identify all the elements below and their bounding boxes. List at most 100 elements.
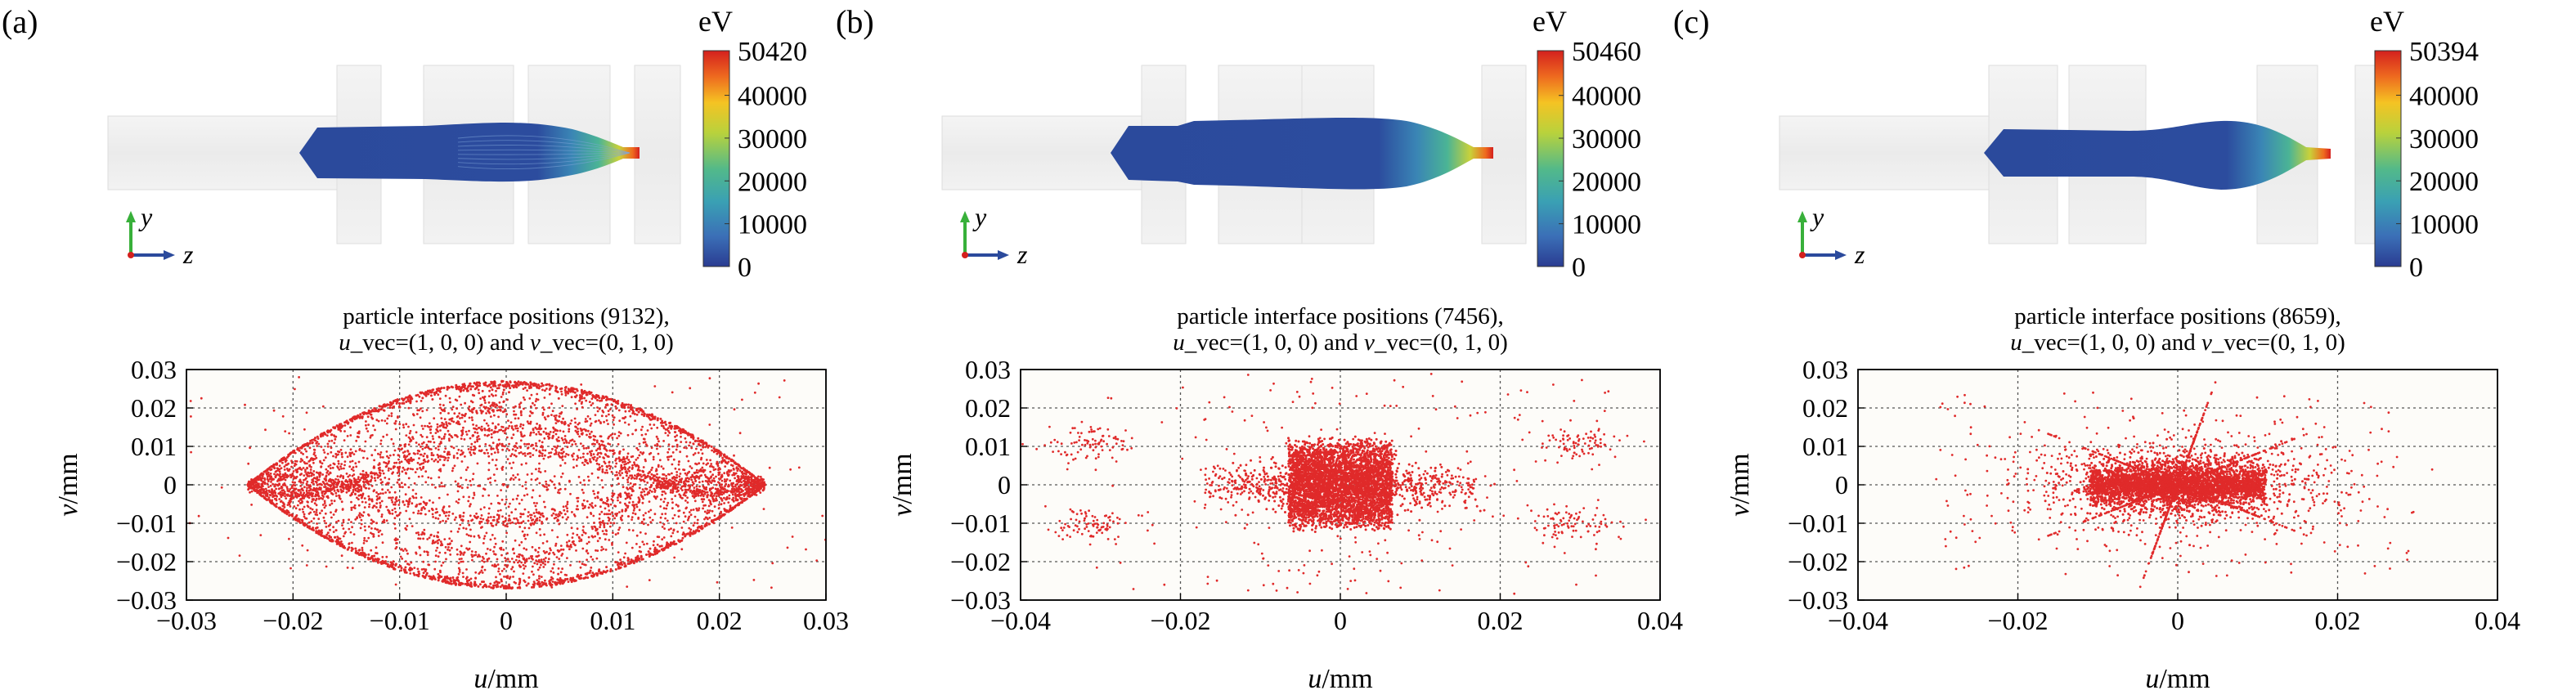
particle-point xyxy=(591,575,595,578)
particle-point xyxy=(519,383,523,385)
particle-point xyxy=(635,477,638,480)
particle-point xyxy=(408,452,411,455)
particle-point xyxy=(545,540,549,543)
particle-point xyxy=(416,409,420,412)
particle-point xyxy=(400,482,403,485)
particle-point xyxy=(640,556,643,558)
particle-point xyxy=(601,530,604,532)
particle-point xyxy=(701,480,704,483)
particle-point xyxy=(512,428,515,431)
particle-point xyxy=(492,550,495,553)
particle-point xyxy=(329,535,332,539)
particle-point xyxy=(567,580,570,583)
particle-point xyxy=(312,517,316,520)
particle-point xyxy=(588,390,591,393)
particle-point xyxy=(638,442,641,446)
particle-point xyxy=(464,430,468,433)
particle-point xyxy=(361,514,365,518)
particle-point xyxy=(662,440,665,442)
particle-point xyxy=(544,454,546,457)
particle-point xyxy=(486,548,489,550)
particle-point xyxy=(707,504,711,508)
particle-point xyxy=(666,427,670,429)
particle-point xyxy=(483,452,487,455)
particle-point xyxy=(349,448,352,451)
particle-point xyxy=(514,522,518,525)
particle-point xyxy=(386,482,389,485)
particle-point xyxy=(397,474,401,477)
particle-point xyxy=(747,487,751,490)
particle-point xyxy=(625,541,628,544)
particle-point xyxy=(533,515,536,518)
particle-point xyxy=(728,497,731,500)
particle-point xyxy=(285,464,289,466)
particle-point xyxy=(429,394,433,397)
particle-point xyxy=(289,451,293,455)
particle-point xyxy=(716,491,718,495)
particle-point xyxy=(628,410,631,413)
particle-point xyxy=(693,486,696,489)
particle-point xyxy=(278,470,281,473)
particle-point xyxy=(365,423,367,427)
particle-point xyxy=(341,544,344,548)
particle-point xyxy=(524,537,527,540)
particle-point xyxy=(596,410,599,413)
particle-point xyxy=(407,406,411,410)
particle-point xyxy=(334,509,338,512)
particle-point xyxy=(282,483,285,486)
particle-point xyxy=(740,481,743,484)
particle-point xyxy=(538,519,541,522)
particle-point xyxy=(566,500,569,504)
particle-point xyxy=(570,396,573,399)
particle-point xyxy=(540,576,543,578)
particle-point xyxy=(661,538,664,541)
particle-point xyxy=(344,420,348,423)
particle-point xyxy=(339,544,342,547)
particle-point xyxy=(447,459,449,462)
colorbar xyxy=(702,50,730,267)
particle-point xyxy=(631,516,634,518)
particle-point xyxy=(614,474,617,477)
particle-point xyxy=(262,485,264,488)
particle-point xyxy=(313,451,316,454)
particle-point xyxy=(549,581,551,585)
particle-point xyxy=(617,482,620,486)
particle-point xyxy=(491,422,494,425)
particle-point xyxy=(468,523,471,526)
particle-point xyxy=(465,387,469,390)
particle-point xyxy=(351,459,354,463)
particle-point xyxy=(462,383,465,387)
particle-point xyxy=(734,499,738,502)
particle-point xyxy=(464,468,468,472)
particle-point xyxy=(372,424,375,428)
particle-point xyxy=(576,389,579,392)
particle-point xyxy=(518,553,521,556)
particle-point xyxy=(640,413,644,416)
particle-point xyxy=(494,464,497,467)
particle-point xyxy=(415,468,419,471)
particle-point xyxy=(456,399,459,402)
particle-point xyxy=(312,459,315,462)
particle-point xyxy=(605,533,608,535)
particle-point xyxy=(352,469,355,472)
particle-point xyxy=(330,433,333,437)
particle-point xyxy=(652,455,655,459)
particle-point xyxy=(624,564,627,567)
particle-point xyxy=(357,552,360,554)
particle-point xyxy=(552,571,555,574)
particle-point xyxy=(509,586,511,589)
particle-point xyxy=(413,482,416,485)
particle-point xyxy=(563,437,567,441)
particle-point xyxy=(554,542,558,545)
particle-point xyxy=(657,549,661,553)
particle-point xyxy=(440,564,443,567)
particle-point xyxy=(372,410,375,413)
particle-point xyxy=(608,509,611,512)
particle-point xyxy=(456,407,458,410)
particle-point xyxy=(500,553,503,557)
particle-point xyxy=(482,537,486,540)
origin-marker xyxy=(128,252,134,258)
particle-point xyxy=(666,455,669,459)
particle-point xyxy=(589,458,591,460)
particle-point xyxy=(413,567,416,569)
